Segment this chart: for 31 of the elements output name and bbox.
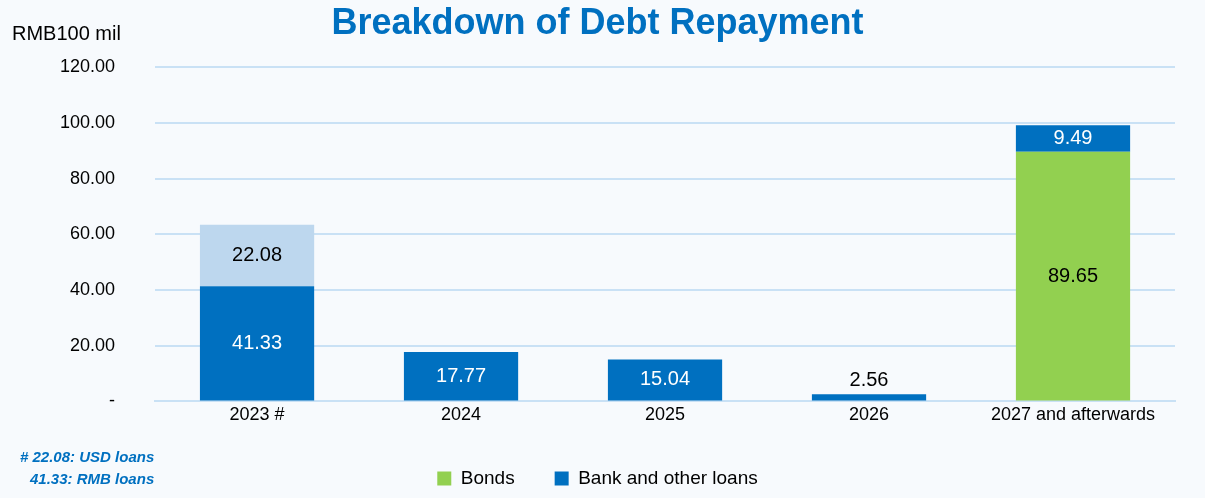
- x-tick-label: 2024: [441, 404, 482, 425]
- y-tick-label: 120.00: [59, 56, 116, 77]
- bar: [1015, 125, 1131, 152]
- text: # 22.08: USD loans: [20, 447, 155, 467]
- legend-label: Bonds: [460, 466, 515, 488]
- y-tick-label: 20.00: [70, 334, 116, 355]
- bar: [811, 394, 927, 401]
- data-label: 17.77: [436, 363, 487, 386]
- y-tick-label: 80.00: [70, 167, 116, 188]
- x-tick-label: 2025: [645, 404, 686, 425]
- y-tick-label: 60.00: [70, 223, 116, 244]
- bar: [403, 351, 519, 401]
- x-tick-label: 2023 #: [229, 404, 285, 425]
- data-label: 15.04: [640, 367, 691, 390]
- y-tick-label: 100.00: [59, 111, 116, 132]
- legend-label: Bank and other loans: [578, 466, 758, 488]
- chart-title: Breakdown of Debt Repayment: [331, 0, 864, 42]
- bar: [199, 286, 315, 401]
- data-label: 22.08: [232, 243, 283, 266]
- x-tick-label: 2026: [848, 404, 890, 425]
- y-tick-label: 40.00: [70, 278, 116, 299]
- y-axis-title: RMB100 mil: [12, 21, 121, 44]
- data-label: 9.49: [1053, 126, 1093, 149]
- text: 41.33: RMB loans: [29, 469, 155, 489]
- data-label: 2.56: [849, 367, 889, 390]
- bar: [1015, 151, 1131, 401]
- data-label: 89.65: [1047, 263, 1099, 286]
- bar: [607, 359, 723, 401]
- x-tick-label: 2027 and afterwards: [990, 404, 1156, 425]
- y-tick-label: -: [109, 390, 116, 411]
- data-label: 41.33: [232, 330, 283, 353]
